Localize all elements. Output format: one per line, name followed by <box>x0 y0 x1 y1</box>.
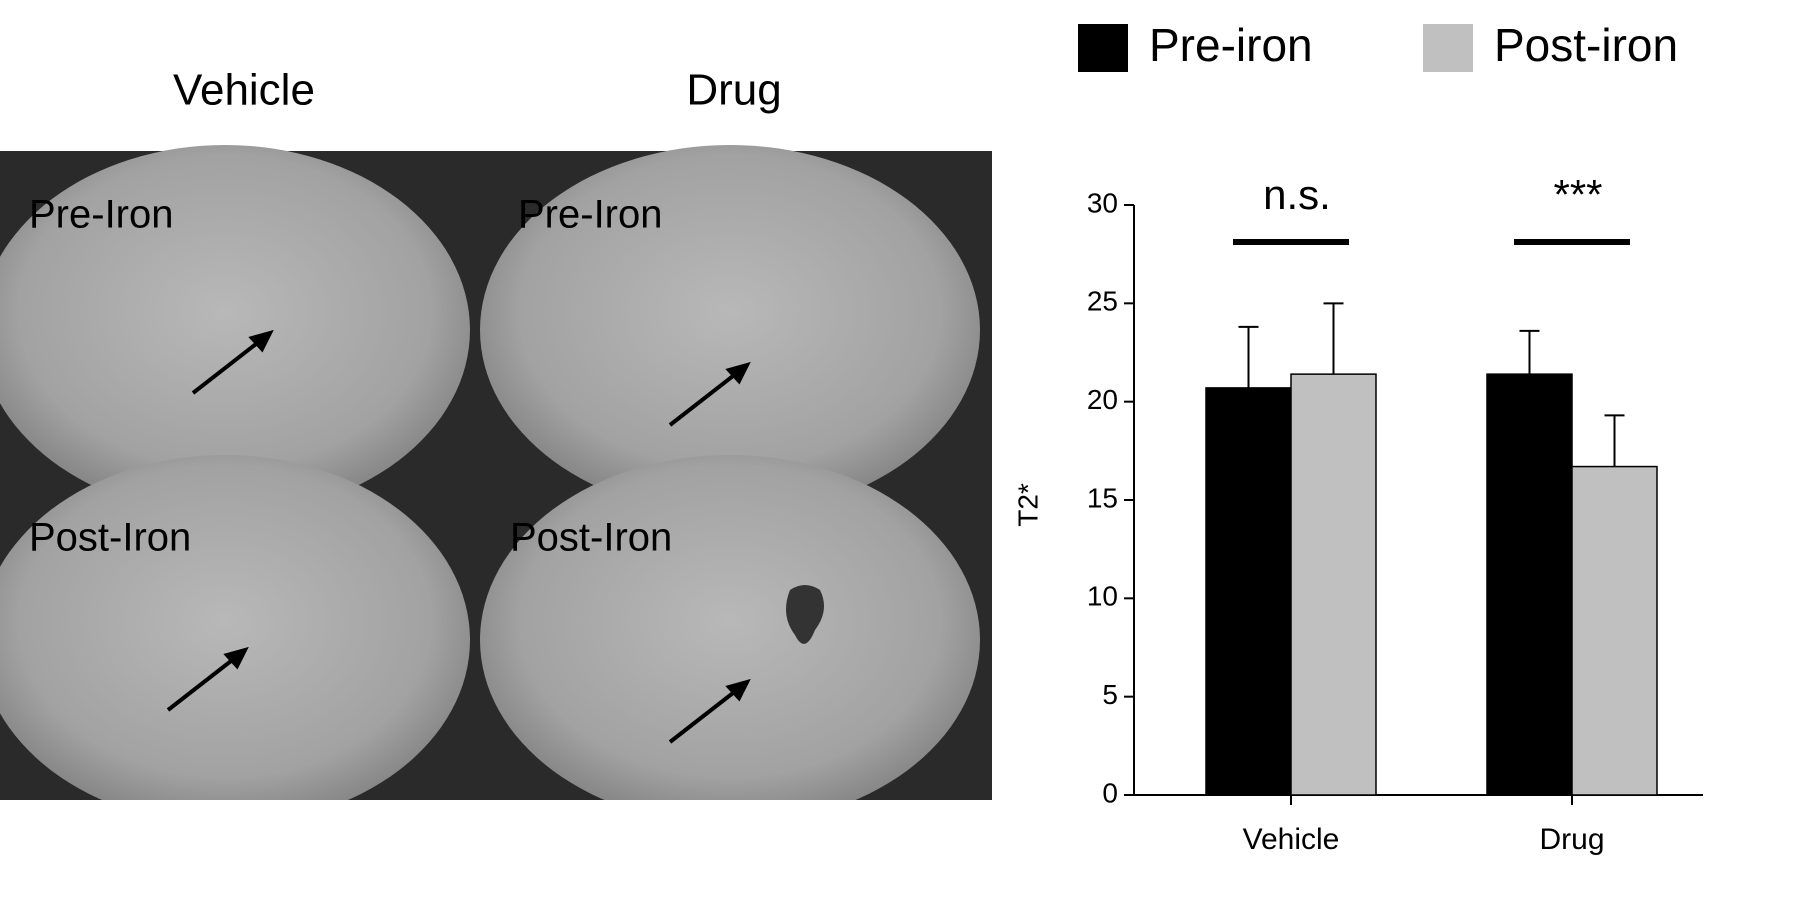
legend-swatch <box>1423 24 1473 72</box>
annotation: n.s. <box>1263 171 1331 218</box>
y-axis-label: T2* <box>1012 483 1043 527</box>
brain-slice <box>0 455 470 825</box>
bar <box>1205 387 1292 796</box>
bar <box>1290 373 1377 796</box>
y-tick-label: 5 <box>1102 679 1118 710</box>
iron-spot <box>786 585 824 644</box>
column-title: Vehicle <box>173 66 315 115</box>
panel-label: Pre-Iron <box>29 193 174 237</box>
y-tick-label: 30 <box>1087 187 1118 218</box>
column-title: Drug <box>686 66 781 115</box>
panel-label: Pre-Iron <box>518 193 663 237</box>
legend-label: Post-iron <box>1494 19 1678 71</box>
x-tick-label: Drug <box>1539 823 1604 856</box>
panel-label: Post-Iron <box>29 516 191 560</box>
bar <box>1486 373 1573 796</box>
mri-panels <box>0 145 992 900</box>
legend-swatch <box>1078 24 1128 72</box>
brain-slice <box>480 145 980 515</box>
panel-label: Post-Iron <box>510 516 672 560</box>
mask <box>0 800 992 900</box>
bar <box>1571 465 1658 796</box>
y-tick-label: 20 <box>1087 384 1118 415</box>
brain-slice <box>0 145 470 515</box>
legend-label: Pre-iron <box>1149 19 1313 71</box>
y-tick-label: 25 <box>1087 286 1118 317</box>
x-tick-label: Vehicle <box>1243 823 1340 856</box>
y-tick-label: 10 <box>1087 581 1118 612</box>
arrows <box>166 329 751 744</box>
annotation: *** <box>1553 171 1602 218</box>
y-tick-label: 0 <box>1102 777 1118 808</box>
brain-slice <box>480 455 980 825</box>
y-tick-label: 15 <box>1087 482 1118 513</box>
